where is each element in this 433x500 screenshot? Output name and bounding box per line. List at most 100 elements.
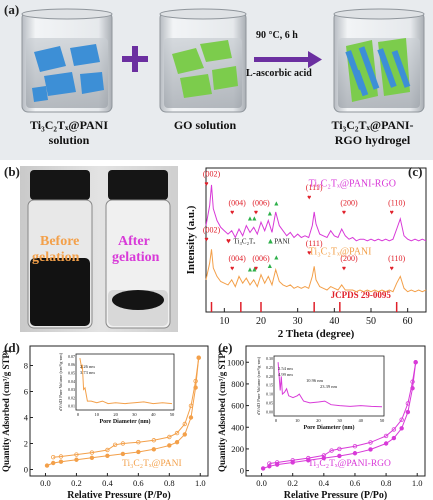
bet-d-desorption-point [188,403,194,408]
bet-d-inset-y-tick-label: 0.01 [68,404,75,409]
xrd-pani-annotation: (006) [252,254,270,263]
bet-e-inset-peak-label: 23.39 nm [320,384,338,389]
xrd-rgo-annotation: (002) [203,169,221,178]
bet-d-x-axis-label: Relative Pressure (P/Po) [67,490,171,500]
xrd-rgo-marker: ♥ [390,209,394,217]
bet-d-adsorption-point [51,460,56,466]
bet-d-desorption-point [196,355,201,360]
xrd-chart: 10 20 30 40 50 60 2 Theta (degree) Intensity (a… [185,167,427,340]
bet-d-desorption-point [89,450,95,455]
xrd-legend-mxene-text: Ti₃C₂Tₓ [234,237,257,245]
bet-e-y-tick-label: 0 [240,466,244,476]
bet-e-desorption-point [399,417,404,422]
bet-d-desorption-point [182,421,187,427]
xrd-pani-annotation: (002) [203,225,221,234]
bet-e-y-tick-label: 600 [231,401,244,411]
bet-d-inset-line [79,358,173,405]
xrd-legend-pani: Ti₃C₂Tₓ@PANI [309,246,372,257]
bet-e-inset-y-axis-label: dV/dD Pore Volume (cm³/g·nm) [256,356,261,415]
panel-d: (d) 0.0 0.2 0.4 0.6 0.8 1.0 0 2 4 6 8 Relative Pres… [0,338,216,500]
bet-d-adsorption-point [182,432,187,437]
bet-d-y-tick-label: 8 [24,361,28,371]
bet-chart-e: 0.0 0.2 0.4 0.6 0.8 1.002004006008001000Relat… [217,345,426,500]
bet-e-inset-x-tick-label: 10 [295,418,300,423]
panel-e-label: (e) [218,340,233,355]
beaker-3-caption-line2: RGO hydrogel [334,133,411,147]
xrd-x-axis-label: 2 Theta (degree) [278,328,355,340]
bet-d-inset-y-tick-label: 0.07 [68,354,75,359]
bet-e-desorption-point [290,458,295,463]
vial-before-text: Before gelation [32,234,79,266]
bet-d-desorption-point [120,441,126,446]
bet-e-desorption-point [337,446,342,452]
bet-e-inset-y-tick-label: 0.20 [266,374,273,379]
bet-d-inset-y-tick-label: 0.06 [68,362,75,367]
vial-before-line1: Before [40,234,80,249]
bet-d-plot-frame [29,345,209,477]
bet-e-x-tick-label: 0.6 [350,478,361,488]
beaker-1-caption: Ti₃C₂Tₓ@PANI solution [8,118,130,148]
xrd-rgo-annotation: (006) [252,198,270,207]
mxene-sheets-icon [32,44,104,102]
bet-e-inset-y-tick-label: 0.10 [266,392,273,397]
bet-e-legend: Ti₃C₂Tₓ@PANI-RGO [308,459,391,469]
bet-d-y-tick-label: 4 [24,413,29,423]
xrd-pani-annotation: (111) [306,239,323,248]
xrd-pani-marker: ♥ [204,236,208,244]
bet-e-adsorption-point [399,426,404,431]
bet-d-desorption-line [53,357,200,458]
xrd-x-tick-label: 40 [329,316,339,327]
xrd-rgo-pani-peak-marker: ▲ [266,209,273,217]
bet-d-desorption-point [167,434,172,440]
vial-after-line1: After [118,234,150,249]
bet-e-inset-x-tick-label: 20 [316,418,321,423]
bet-e-inset-y-tick-label: 0.30 [266,356,273,361]
vials-illustration [27,170,171,329]
bet-e-adsorption-point [391,435,397,441]
bet-e-x-tick-label: 0.0 [256,478,267,488]
bet-e-x-tick-label: 0.2 [287,478,298,488]
bet-d-inset-x-tick-label: 10 [95,412,100,417]
panel-b: (b) Before gelation After gelation [0,162,180,334]
bet-d-inset-x-tick-label: 50 [170,412,175,417]
xrd-rgo-marker: ♥ [342,209,346,217]
bet-d-adsorption-point [136,449,141,455]
bet-e-inset-x-tick-label: 50 [380,418,385,423]
bet-e-inset-x-axis-label: Pore Diameter (nm) [303,424,354,431]
bet-e-adsorption-point [405,409,411,415]
beaker-2-caption: GO solution [173,118,237,132]
panel-c: (c) 10 20 30 40 50 60 2 Theta (degree) Intensit… [180,162,433,340]
bet-d-inset-y-axis-label: dV/dD Pore Volume (cm³/g·nm) [58,352,63,411]
bet-d-inset-x-tick-label: 20 [113,412,118,417]
xrd-pani-annotation: (110) [388,254,405,263]
panel-a-illustration [21,8,425,113]
bet-d-y-axis-label: Quantity Adsorbed (cm³/g STP) [1,350,11,472]
bet-d-x-tick-label: 0.2 [71,478,82,488]
xrd-pani-marker: ♥ [230,264,234,272]
bet-d-desorption-point [51,454,56,460]
xrd-rgo-marker: ♥ [204,180,208,188]
bet-d-adsorption-point [151,447,157,452]
bet-d-legend: Ti₃C₂Tₓ@PANI [122,459,182,469]
bet-d-adsorption-point [188,415,194,420]
bet-d-y-tick-label: 6 [24,387,28,397]
xrd-rgo-pani-peak-marker: ▲ [273,199,280,207]
xrd-x-tick-label: 10 [219,316,229,327]
bet-e-desorption-point [413,360,418,365]
bet-e-desorption-point [274,460,280,465]
xrd-x-tick-label: 60 [403,316,413,327]
bet-e-adsorption-point [368,447,373,452]
hydrogel-network-icon [345,38,411,102]
xrd-pani-marker: ♥ [307,249,311,257]
reaction-arrow-icon [254,51,322,68]
bet-e-desorption-point [368,440,373,445]
bet-e-x-tick-label: 1.0 [412,478,423,488]
bet-e-inset-y-tick-label: 0.00 [266,409,273,414]
bet-e-desorption-point [405,401,411,406]
xrd-series-rgo-line [205,184,427,242]
xrd-legend-pani-text: PANI [274,237,290,245]
xrd-x-tick-label: 30 [293,316,303,327]
bet-d-inset-y-tick-label: 0.05 [68,370,75,375]
xrd-pani-annotation: (004) [229,254,247,263]
bet-d-x-tick-label: 0.0 [40,478,51,488]
